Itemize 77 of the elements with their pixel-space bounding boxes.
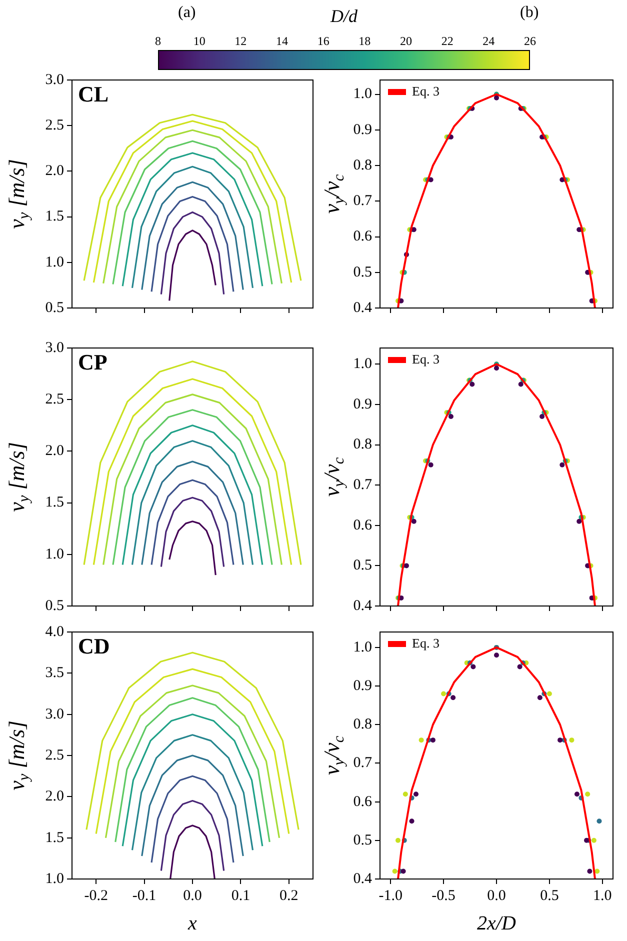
y-tick-label: 0.8 — [353, 157, 372, 174]
x-tick-label: 0.0 — [487, 888, 506, 904]
y-tick-label: 2.0 — [45, 788, 64, 805]
y-tick-label: 0.9 — [353, 678, 372, 694]
y-tick-label: 1.5 — [45, 494, 64, 511]
color-bar-label: 20 — [400, 34, 412, 49]
color-bar-label: 24 — [482, 34, 495, 49]
text: (a) — [178, 4, 196, 22]
y-tick-label: 0.5 — [45, 598, 64, 614]
legend-label: Eq. 3 — [412, 635, 440, 650]
y-tick-label: 0.4 — [353, 598, 372, 614]
y-axis-title: vy [m/s] — [4, 442, 33, 512]
y-tick-label: 0.8 — [353, 716, 372, 733]
y-axis-title: vy/vc — [318, 457, 348, 497]
y-tick-label: 1.5 — [45, 208, 64, 225]
y-tick-label: 0.8 — [353, 436, 372, 453]
color-bar-label: 26 — [524, 34, 536, 49]
x-tick-label: -1.0 — [378, 888, 402, 904]
y-tick-label: 1.0 — [45, 870, 64, 887]
y-tick-label: 1.0 — [353, 639, 372, 656]
color-bar-label: 12 — [234, 34, 247, 49]
y-tick-label: 2.0 — [45, 443, 64, 460]
y-tick-label: 3.0 — [45, 706, 64, 722]
y-tick-label: 1.0 — [45, 546, 64, 562]
chart-title: CD — [78, 634, 110, 659]
y-axis-title: vy [m/s] — [4, 159, 33, 229]
y-tick-label: 3.5 — [45, 665, 64, 682]
y-tick-label: 0.4 — [353, 300, 372, 316]
x-axis-title: 2x/D — [477, 912, 516, 934]
y-axis-title: vy/vc — [318, 736, 348, 776]
x-tick-label: 0.1 — [231, 888, 250, 904]
y-tick-label: 2.5 — [45, 118, 64, 134]
y-tick-label: 0.7 — [353, 755, 372, 772]
y-tick-label: 3.0 — [45, 72, 64, 88]
chart-title: CP — [78, 350, 108, 375]
y-tick-label: 0.4 — [353, 870, 372, 887]
x-tick-label: 0.2 — [280, 888, 298, 904]
y-tick-label: 0.7 — [353, 477, 372, 493]
chart-title: CL — [78, 82, 109, 107]
y-tick-label: 0.6 — [353, 228, 372, 245]
y-tick-label: 4.0 — [45, 624, 64, 640]
y-tick-label: 0.7 — [353, 193, 372, 210]
y-tick-label: 1.5 — [45, 830, 64, 846]
y-tick-label: 1.0 — [353, 356, 372, 372]
y-tick-label: 0.9 — [353, 396, 372, 412]
x-tick-label: 0.0 — [183, 888, 202, 904]
color-bar-title: D/d — [330, 6, 358, 27]
y-tick-label: 0.9 — [353, 122, 372, 138]
legend-label: Eq. 3 — [412, 83, 440, 98]
x-tick-label: 1.0 — [593, 888, 612, 904]
y-tick-label: 0.5 — [45, 300, 64, 316]
y-tick-label: 3.0 — [45, 340, 64, 356]
color-bar-label: 8 — [155, 34, 161, 49]
y-tick-label: 2.5 — [45, 392, 64, 408]
y-tick-label: 0.5 — [353, 558, 372, 574]
x-axis-title: x — [187, 912, 198, 934]
color-bar-label: 18 — [358, 34, 371, 49]
y-tick-label: 0.5 — [353, 264, 372, 280]
y-axis-title: vy/vc — [318, 174, 348, 214]
x-tick-label: -0.5 — [432, 888, 456, 904]
y-tick-label: 2.5 — [45, 747, 64, 764]
y-axis-title: vy [m/s] — [4, 720, 33, 790]
y-tick-label: 1.0 — [45, 254, 64, 270]
y-tick-label: 2.0 — [45, 163, 64, 180]
x-tick-label: 0.5 — [540, 888, 559, 904]
color-bar-label: 14 — [276, 34, 288, 49]
color-bar-label: 16 — [317, 34, 330, 49]
x-tick-label: -0.2 — [84, 888, 108, 904]
y-tick-label: 0.6 — [353, 517, 372, 534]
y-tick-label: 0.6 — [353, 794, 372, 810]
y-tick-label: 1.0 — [353, 86, 372, 102]
x-tick-label: -0.1 — [132, 888, 156, 904]
legend-label: Eq. 3 — [412, 351, 440, 366]
color-bar-label: 22 — [441, 34, 454, 49]
text: (b) — [520, 4, 539, 22]
y-tick-label: 0.5 — [353, 832, 372, 848]
color-bar-label: 10 — [193, 34, 206, 49]
